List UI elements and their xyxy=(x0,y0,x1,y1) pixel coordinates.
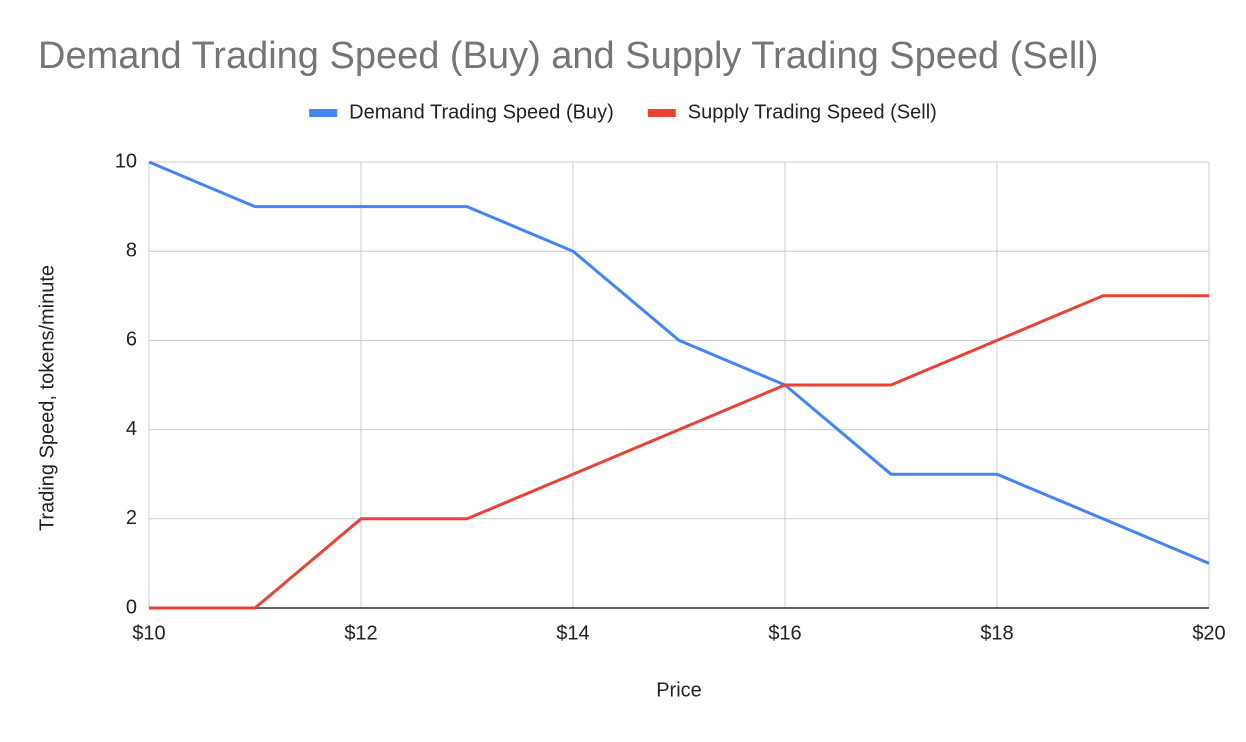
legend-swatch xyxy=(647,109,676,117)
x-tick-label: $12 xyxy=(344,622,377,644)
y-tick-label: 8 xyxy=(126,239,137,261)
x-tick-label: $18 xyxy=(980,622,1013,644)
y-tick-label: 10 xyxy=(115,150,137,172)
legend-item: Demand Trading Speed (Buy) xyxy=(349,101,614,123)
y-axis-label: Trading Speed, tokens/minute xyxy=(36,265,58,531)
y-tick-label: 4 xyxy=(126,418,137,440)
legend-item: Supply Trading Speed (Sell) xyxy=(688,101,937,123)
y-tick-label: 2 xyxy=(126,507,137,529)
x-axis-label: Price xyxy=(656,679,702,701)
legend-label: Demand Trading Speed (Buy) xyxy=(349,101,614,123)
legend-swatch xyxy=(309,109,338,117)
legend-label: Supply Trading Speed (Sell) xyxy=(688,101,937,123)
series-line xyxy=(148,160,1210,565)
x-tick-label: $14 xyxy=(556,622,589,644)
series-line xyxy=(149,294,1209,610)
x-tick-label: $20 xyxy=(1192,622,1225,644)
x-tick-label: $16 xyxy=(768,622,801,644)
y-tick-label: 0 xyxy=(126,596,137,618)
y-tick-label: 6 xyxy=(126,329,137,351)
chart-title: Demand Trading Speed (Buy) and Supply Tr… xyxy=(38,35,1098,77)
x-tick-label: $10 xyxy=(132,622,165,644)
